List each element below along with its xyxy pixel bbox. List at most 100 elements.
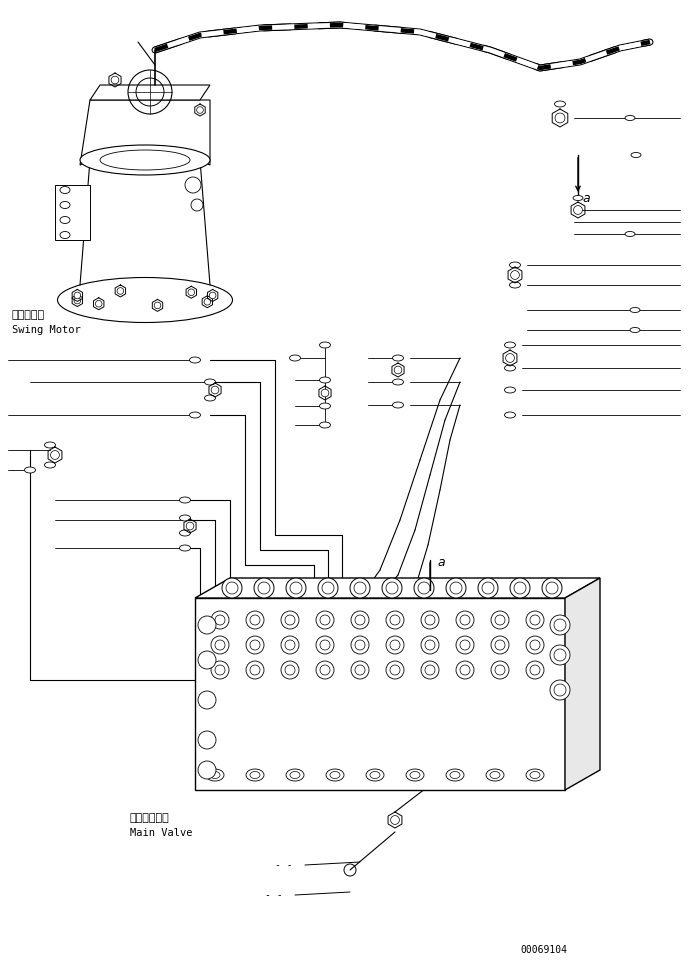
Ellipse shape — [446, 769, 464, 781]
Circle shape — [446, 578, 466, 598]
Circle shape — [574, 205, 582, 214]
Circle shape — [204, 299, 211, 305]
Circle shape — [351, 611, 369, 629]
Ellipse shape — [60, 202, 70, 208]
Ellipse shape — [80, 145, 210, 175]
Text: メインバルブ: メインバルブ — [130, 813, 170, 823]
Text: 旋回モータ: 旋回モータ — [12, 310, 45, 320]
Polygon shape — [565, 578, 600, 790]
Circle shape — [386, 661, 404, 679]
Circle shape — [316, 636, 334, 654]
Circle shape — [351, 636, 369, 654]
Ellipse shape — [290, 772, 300, 779]
Circle shape — [421, 636, 439, 654]
Ellipse shape — [290, 355, 301, 361]
Circle shape — [209, 292, 216, 299]
Circle shape — [425, 603, 435, 612]
Ellipse shape — [179, 545, 191, 551]
Ellipse shape — [45, 442, 56, 448]
Circle shape — [246, 661, 264, 679]
Circle shape — [290, 582, 302, 594]
Ellipse shape — [60, 231, 70, 238]
Circle shape — [542, 578, 562, 598]
Ellipse shape — [320, 403, 330, 409]
Polygon shape — [195, 578, 600, 598]
Circle shape — [211, 636, 229, 654]
Ellipse shape — [530, 772, 540, 779]
Ellipse shape — [246, 769, 264, 781]
Circle shape — [211, 386, 219, 394]
Circle shape — [386, 582, 398, 594]
Circle shape — [281, 611, 299, 629]
Circle shape — [96, 300, 102, 307]
Text: - -: - - — [275, 860, 292, 870]
Text: 00069104: 00069104 — [520, 945, 567, 955]
Text: a: a — [437, 557, 445, 569]
Text: Main Valve: Main Valve — [130, 828, 193, 838]
Circle shape — [198, 691, 216, 709]
Ellipse shape — [24, 467, 36, 473]
Ellipse shape — [573, 196, 583, 201]
Ellipse shape — [505, 365, 516, 371]
Circle shape — [198, 731, 216, 749]
Ellipse shape — [625, 115, 635, 121]
Circle shape — [421, 611, 439, 629]
Circle shape — [50, 450, 59, 460]
Ellipse shape — [57, 277, 232, 323]
Ellipse shape — [326, 769, 344, 781]
Circle shape — [321, 389, 329, 396]
Ellipse shape — [179, 515, 191, 521]
Ellipse shape — [490, 772, 500, 779]
Polygon shape — [195, 598, 565, 790]
Circle shape — [354, 582, 366, 594]
Ellipse shape — [625, 231, 635, 236]
Ellipse shape — [206, 769, 224, 781]
Circle shape — [421, 661, 439, 679]
Polygon shape — [90, 85, 210, 100]
Ellipse shape — [392, 379, 403, 385]
Ellipse shape — [450, 772, 460, 779]
Circle shape — [351, 661, 369, 679]
Circle shape — [482, 582, 494, 594]
Circle shape — [226, 582, 238, 594]
Circle shape — [526, 661, 544, 679]
Circle shape — [74, 292, 81, 299]
Circle shape — [555, 113, 565, 123]
Circle shape — [186, 522, 194, 530]
Circle shape — [246, 636, 264, 654]
Ellipse shape — [189, 357, 200, 363]
Ellipse shape — [370, 772, 380, 779]
Circle shape — [505, 353, 514, 362]
Circle shape — [281, 636, 299, 654]
Ellipse shape — [631, 153, 641, 157]
Circle shape — [258, 582, 270, 594]
Circle shape — [281, 661, 299, 679]
Circle shape — [478, 578, 498, 598]
Circle shape — [491, 661, 509, 679]
Circle shape — [526, 636, 544, 654]
Ellipse shape — [320, 377, 330, 383]
Ellipse shape — [320, 342, 330, 348]
Circle shape — [211, 611, 229, 629]
Ellipse shape — [392, 402, 403, 408]
Text: a: a — [582, 191, 590, 204]
Circle shape — [456, 636, 474, 654]
Circle shape — [386, 611, 404, 629]
Circle shape — [546, 582, 558, 594]
Circle shape — [394, 366, 402, 373]
Ellipse shape — [189, 412, 200, 418]
Circle shape — [111, 76, 119, 84]
Circle shape — [254, 578, 274, 598]
Circle shape — [456, 611, 474, 629]
Circle shape — [550, 645, 570, 665]
Ellipse shape — [205, 379, 216, 385]
Polygon shape — [80, 100, 210, 165]
Circle shape — [526, 611, 544, 629]
Circle shape — [198, 616, 216, 634]
Ellipse shape — [210, 772, 220, 779]
Circle shape — [316, 661, 334, 679]
Ellipse shape — [406, 769, 424, 781]
Circle shape — [386, 636, 404, 654]
Circle shape — [510, 578, 530, 598]
Circle shape — [74, 298, 81, 304]
